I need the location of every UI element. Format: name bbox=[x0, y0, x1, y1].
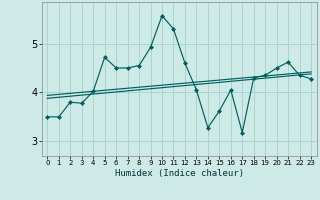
X-axis label: Humidex (Indice chaleur): Humidex (Indice chaleur) bbox=[115, 169, 244, 178]
